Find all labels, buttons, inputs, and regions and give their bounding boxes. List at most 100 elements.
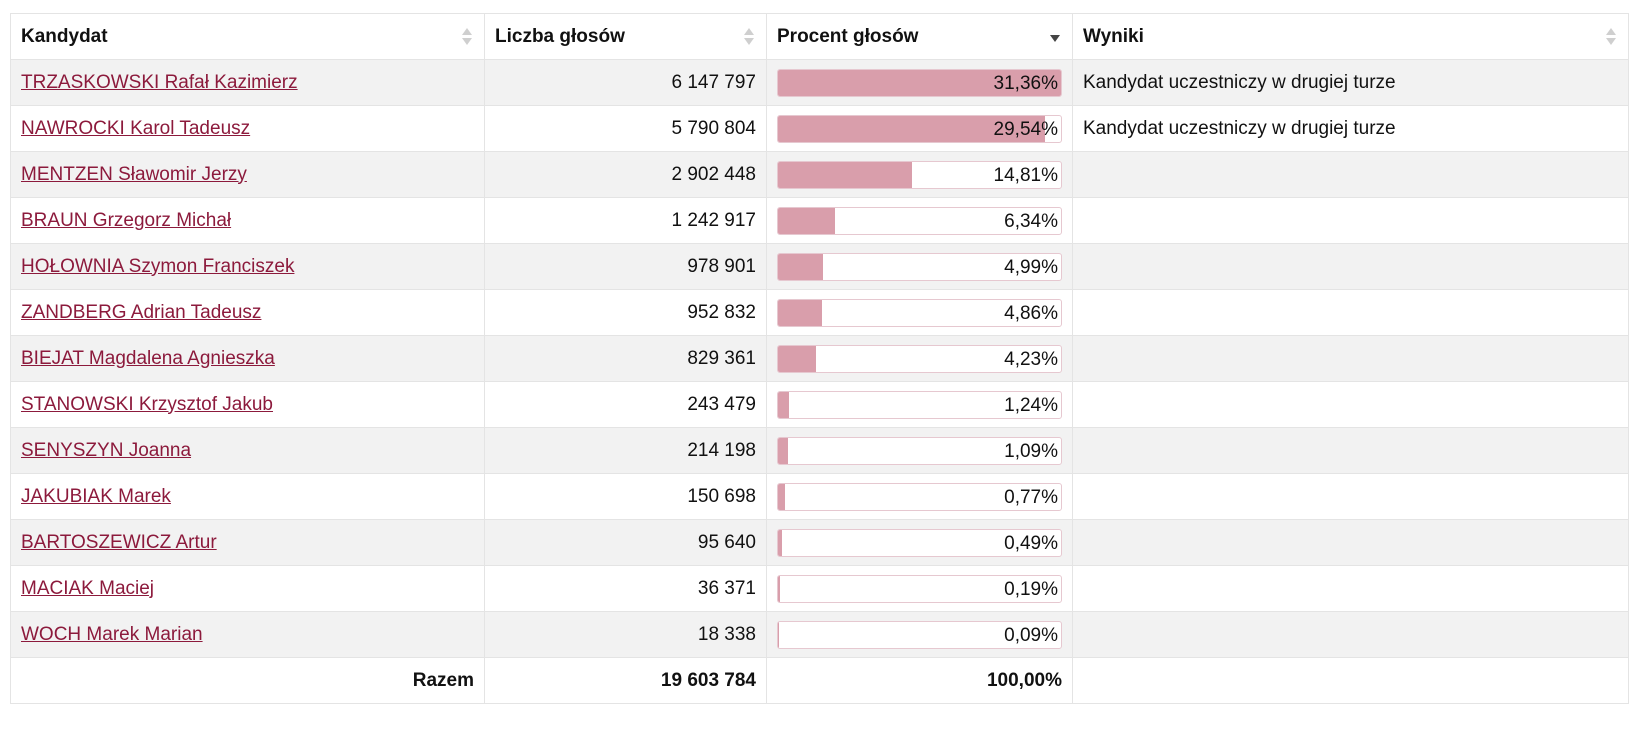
candidate-cell: BARTOSZEWICZ Artur — [10, 519, 485, 566]
result-cell — [1072, 473, 1629, 520]
candidate-link[interactable]: NAWROCKI Karol Tadeusz — [21, 117, 251, 139]
total-label: Razem — [10, 657, 485, 704]
votes-cell: 2 902 448 — [484, 151, 767, 198]
percent-label: 4,23% — [1004, 348, 1058, 370]
percent-label: 4,99% — [1004, 256, 1058, 278]
percent-bar-fill — [778, 391, 790, 418]
votes-cell: 95 640 — [484, 519, 767, 566]
candidate-link[interactable]: WOCH Marek Marian — [21, 623, 203, 645]
percent-bar: 0,19% — [777, 574, 1062, 603]
candidate-cell: TRZASKOWSKI Rafał Kazimierz — [10, 59, 485, 106]
table-row: SENYSZYN Joanna 214 198 1,09% — [10, 427, 1629, 474]
result-cell — [1072, 381, 1629, 428]
header-votes[interactable]: Liczba głosów — [484, 13, 767, 60]
percent-bar: 1,24% — [777, 390, 1062, 419]
votes-cell: 214 198 — [484, 427, 767, 474]
candidate-link[interactable]: TRZASKOWSKI Rafał Kazimierz — [21, 71, 298, 93]
table-row: WOCH Marek Marian 18 338 0,09% — [10, 611, 1629, 658]
percent-cell: 4,23% — [766, 335, 1073, 382]
percent-label: 29,54% — [993, 118, 1058, 140]
total-votes: 19 603 784 — [484, 657, 767, 704]
header-percent-label: Procent głosów — [777, 25, 919, 47]
candidate-cell: HOŁOWNIA Szymon Franciszek — [10, 243, 485, 290]
result-cell — [1072, 611, 1629, 658]
table-row: STANOWSKI Krzysztof Jakub 243 479 1,24% — [10, 381, 1629, 428]
votes-cell: 952 832 — [484, 289, 767, 336]
header-candidate[interactable]: Kandydat — [10, 13, 485, 60]
candidate-cell: BIEJAT Magdalena Agnieszka — [10, 335, 485, 382]
percent-bar: 29,54% — [777, 114, 1062, 143]
candidate-link[interactable]: MENTZEN Sławomir Jerzy — [21, 163, 247, 185]
sort-desc-icon[interactable] — [1050, 27, 1060, 47]
percent-label: 0,77% — [1004, 486, 1058, 508]
percent-bar-fill — [778, 115, 1045, 142]
votes-cell: 150 698 — [484, 473, 767, 520]
result-cell — [1072, 565, 1629, 612]
votes-cell: 1 242 917 — [484, 197, 767, 244]
sort-icon[interactable] — [462, 27, 472, 47]
total-result-empty — [1072, 657, 1629, 704]
sort-icon[interactable] — [1606, 27, 1616, 47]
candidate-link[interactable]: BIEJAT Magdalena Agnieszka — [21, 347, 275, 369]
votes-cell: 6 147 797 — [484, 59, 767, 106]
percent-label: 1,24% — [1004, 394, 1058, 416]
votes-cell: 36 371 — [484, 565, 767, 612]
candidate-link[interactable]: HOŁOWNIA Szymon Franciszek — [21, 255, 295, 277]
candidate-link[interactable]: BARTOSZEWICZ Artur — [21, 531, 217, 553]
percent-bar: 0,77% — [777, 482, 1062, 511]
header-votes-label: Liczba głosów — [495, 25, 625, 47]
percent-bar-fill — [778, 69, 1061, 96]
percent-cell: 1,24% — [766, 381, 1073, 428]
percent-cell: 14,81% — [766, 151, 1073, 198]
percent-bar: 1,09% — [777, 436, 1062, 465]
percent-label: 4,86% — [1004, 302, 1058, 324]
candidate-link[interactable]: ZANDBERG Adrian Tadeusz — [21, 301, 262, 323]
results-table-container: Kandydat Liczba głosów Procent głosów Wy… — [10, 13, 1629, 704]
table-row: BARTOSZEWICZ Artur 95 640 0,49% — [10, 519, 1629, 566]
candidate-link[interactable]: SENYSZYN Joanna — [21, 439, 192, 461]
percent-cell: 4,86% — [766, 289, 1073, 336]
candidate-cell: JAKUBIAK Marek — [10, 473, 485, 520]
votes-cell: 829 361 — [484, 335, 767, 382]
votes-cell: 18 338 — [484, 611, 767, 658]
percent-label: 31,36% — [993, 72, 1058, 94]
percent-cell: 31,36% — [766, 59, 1073, 106]
percent-bar-fill — [778, 437, 788, 464]
table-row: TRZASKOWSKI Rafał Kazimierz 6 147 797 31,3… — [10, 59, 1629, 106]
header-result[interactable]: Wyniki — [1072, 13, 1629, 60]
percent-bar-fill — [778, 483, 785, 510]
percent-bar-fill — [778, 299, 822, 326]
percent-cell: 1,09% — [766, 427, 1073, 474]
candidate-link[interactable]: BRAUN Grzegorz Michał — [21, 209, 232, 231]
percent-bar: 6,34% — [777, 206, 1062, 235]
candidate-cell: WOCH Marek Marian — [10, 611, 485, 658]
percent-bar: 0,09% — [777, 620, 1062, 649]
candidate-link[interactable]: MACIAK Maciej — [21, 577, 155, 599]
candidate-cell: MENTZEN Sławomir Jerzy — [10, 151, 485, 198]
results-table: Kandydat Liczba głosów Procent głosów Wy… — [10, 13, 1629, 704]
percent-label: 1,09% — [1004, 440, 1058, 462]
percent-cell: 0,09% — [766, 611, 1073, 658]
votes-cell: 5 790 804 — [484, 105, 767, 152]
candidate-cell: SENYSZYN Joanna — [10, 427, 485, 474]
result-cell — [1072, 519, 1629, 566]
candidate-link[interactable]: JAKUBIAK Marek — [21, 485, 171, 507]
result-cell — [1072, 335, 1629, 382]
header-percent[interactable]: Procent głosów — [766, 13, 1073, 60]
votes-cell: 243 479 — [484, 381, 767, 428]
table-row: HOŁOWNIA Szymon Franciszek 978 901 4,99% — [10, 243, 1629, 290]
percent-cell: 6,34% — [766, 197, 1073, 244]
percent-label: 6,34% — [1004, 210, 1058, 232]
result-cell — [1072, 151, 1629, 198]
table-row: MENTZEN Sławomir Jerzy 2 902 448 14,81% — [10, 151, 1629, 198]
header-candidate-label: Kandydat — [21, 25, 108, 47]
table-row: JAKUBIAK Marek 150 698 0,77% — [10, 473, 1629, 520]
candidate-cell: STANOWSKI Krzysztof Jakub — [10, 381, 485, 428]
percent-bar: 4,86% — [777, 298, 1062, 327]
percent-bar-fill — [778, 575, 780, 602]
sort-icon[interactable] — [744, 27, 754, 47]
total-row: Razem 19 603 784 100,00% — [10, 657, 1629, 704]
percent-bar: 31,36% — [777, 68, 1062, 97]
votes-cell: 978 901 — [484, 243, 767, 290]
candidate-link[interactable]: STANOWSKI Krzysztof Jakub — [21, 393, 273, 415]
